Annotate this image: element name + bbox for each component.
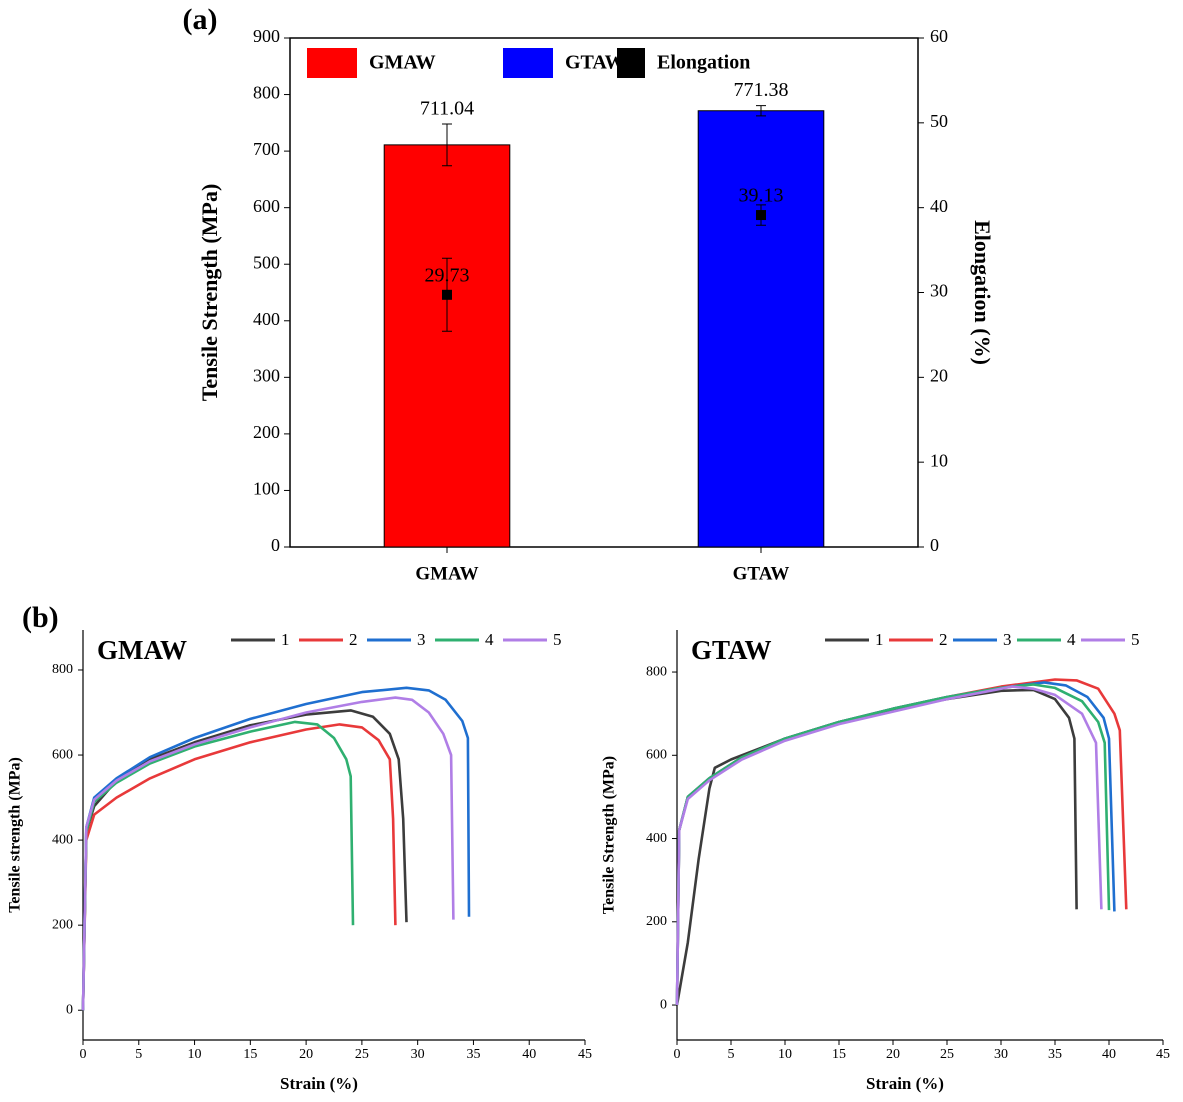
point	[756, 210, 766, 221]
x-tick-label: GTAW	[733, 563, 790, 584]
x-tick-label: 45	[578, 1047, 592, 1062]
x-tick-label: 0	[674, 1047, 681, 1062]
y2-tick-label: 0	[930, 535, 939, 555]
error-bar	[442, 123, 452, 167]
y-tick-label: 500	[253, 252, 280, 272]
data-label: 29.73	[425, 264, 470, 286]
y2-tick-label: 40	[930, 196, 948, 216]
y-axis-label: Tensile Strength (MPa)	[601, 756, 618, 914]
y-tick-label: 800	[646, 664, 667, 679]
x-tick-label: 45	[1156, 1047, 1170, 1062]
legend-label: 5	[553, 630, 562, 649]
curve	[81, 709, 408, 1011]
x-tick-label: 15	[243, 1047, 257, 1062]
x-tick-label: 5	[135, 1047, 142, 1062]
chart-title: GMAW	[97, 635, 187, 665]
legend-label: 3	[1003, 630, 1012, 649]
curve	[675, 681, 1116, 1006]
data-label: 771.38	[734, 79, 789, 101]
y2-tick-label: 20	[930, 365, 948, 385]
point	[442, 289, 452, 300]
bar	[383, 144, 511, 548]
legend-label: GTAW	[565, 52, 625, 74]
legend-label: 5	[1131, 630, 1140, 649]
curve	[81, 686, 471, 1011]
panel-label: (a)	[183, 3, 218, 36]
x-tick-label: 40	[522, 1047, 536, 1062]
x-tick-label: 10	[188, 1047, 202, 1062]
curve	[675, 678, 1128, 1006]
y-axis-label: Tensile strength (MPa)	[7, 757, 24, 913]
legend-label: 1	[281, 630, 290, 649]
legend-swatch	[617, 48, 645, 78]
y2-axis-label: Elongation (%)	[970, 220, 995, 365]
y-tick-label: 600	[646, 748, 667, 763]
y-tick-label: 400	[52, 832, 73, 847]
legend-label: 4	[485, 630, 494, 649]
x-tick-label: 5	[728, 1047, 735, 1062]
curve	[81, 720, 355, 1011]
x-tick-label: 40	[1102, 1047, 1116, 1062]
y-tick-label: 200	[253, 422, 280, 442]
y-tick-label: 800	[253, 83, 280, 103]
x-tick-label: 35	[1048, 1047, 1062, 1062]
y2-tick-label: 60	[930, 26, 948, 46]
y-axis-label: Tensile Strength (MPa)	[197, 184, 222, 402]
y-tick-label: 0	[271, 535, 280, 555]
y-tick-label: 900	[253, 26, 280, 46]
y-tick-label: 300	[253, 365, 280, 385]
legend-label: GMAW	[369, 52, 436, 74]
x-axis-label: Strain (%)	[280, 1074, 358, 1093]
x-tick-label: 20	[886, 1047, 900, 1062]
chart-title: GTAW	[691, 635, 772, 665]
x-axis-label: Strain (%)	[866, 1074, 944, 1093]
x-tick-label: 35	[466, 1047, 480, 1062]
y-tick-label: 800	[52, 662, 73, 677]
curve	[81, 696, 455, 1011]
legend-label: 3	[417, 630, 426, 649]
y-tick-label: 600	[253, 196, 280, 216]
y-tick-label: 0	[660, 997, 667, 1012]
curve	[81, 723, 397, 1011]
y-tick-label: 700	[253, 139, 280, 159]
legend-swatch	[503, 48, 553, 78]
y-tick-label: 0	[66, 1002, 73, 1017]
curve	[675, 683, 1111, 1006]
x-tick-label: GMAW	[415, 563, 478, 584]
y-tick-label: 600	[52, 747, 73, 762]
curve	[675, 685, 1103, 1006]
legend-label: 1	[875, 630, 884, 649]
y-tick-label: 200	[52, 917, 73, 932]
x-tick-label: 20	[299, 1047, 313, 1062]
x-tick-label: 25	[355, 1047, 369, 1062]
data-label: 39.13	[739, 185, 784, 207]
y-tick-label: 100	[253, 479, 280, 499]
y-tick-label: 400	[253, 309, 280, 329]
y2-tick-label: 30	[930, 281, 948, 301]
legend-label: 2	[349, 630, 358, 649]
legend-label: 4	[1067, 630, 1076, 649]
x-tick-label: 25	[940, 1047, 954, 1062]
bar	[697, 110, 825, 548]
y-tick-label: 400	[646, 831, 667, 846]
x-tick-label: 30	[411, 1047, 425, 1062]
legend-swatch	[307, 48, 357, 78]
data-label: 711.04	[420, 98, 474, 120]
legend-label: 2	[939, 630, 948, 649]
y2-tick-label: 50	[930, 111, 948, 131]
legend-label: Elongation	[657, 52, 750, 74]
curve	[675, 688, 1078, 1006]
x-tick-label: 10	[778, 1047, 792, 1062]
error-bar	[756, 105, 766, 117]
panel-label: (b)	[22, 601, 59, 634]
x-tick-label: 30	[994, 1047, 1008, 1062]
x-tick-label: 0	[80, 1047, 87, 1062]
y-tick-label: 200	[646, 914, 667, 929]
x-tick-label: 15	[832, 1047, 846, 1062]
y2-tick-label: 10	[930, 450, 948, 470]
